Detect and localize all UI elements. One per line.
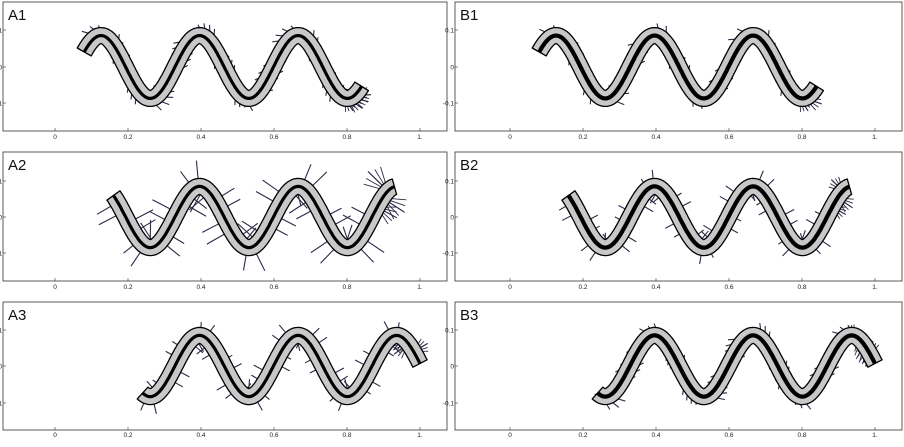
x-tick-label: 1.: [872, 284, 878, 291]
x-tick-label: 0.2: [123, 134, 132, 141]
y-tick-label: 0: [450, 363, 454, 370]
y-tick-label: 0.1: [0, 178, 2, 185]
x-tick-label: 0.6: [269, 284, 278, 291]
y-tick-label: -0.1: [0, 250, 2, 257]
y-tick-label: -0.1: [443, 400, 455, 407]
y-tick-label: 0: [0, 363, 2, 370]
x-tick-label: 1.: [417, 134, 423, 141]
x-tick-label: 0: [508, 284, 512, 291]
worm-spine: [82, 34, 363, 100]
x-tick-label: 0.8: [797, 284, 806, 291]
worm-body: [106, 177, 398, 257]
x-tick-label: 0.8: [342, 284, 351, 291]
x-tick-label: 0: [53, 284, 57, 291]
x-tick-label: 0: [53, 134, 57, 141]
x-tick-label: 0.8: [342, 134, 351, 141]
worm-spine: [141, 333, 422, 399]
x-tick-label: 0.6: [724, 432, 733, 439]
panel-label: B1: [460, 7, 478, 24]
y-tick-label: -0.1: [443, 100, 455, 107]
bristle-field: [96, 160, 407, 272]
panel-label: A2: [8, 157, 26, 174]
worm-spine: [596, 333, 877, 399]
x-tick-label: 0.8: [342, 432, 351, 439]
y-tick-label: 0.1: [0, 27, 2, 34]
x-tick-label: 0.2: [123, 432, 132, 439]
y-tick-label: 0.1: [445, 327, 454, 334]
x-tick-label: 0.6: [269, 134, 278, 141]
x-tick-label: 0.6: [724, 284, 733, 291]
x-tick-label: 0.4: [651, 134, 660, 141]
panel-b3: B3 0.1 0 -0.1 0 0.2 0.4 0.6 0.8 1.: [443, 301, 903, 439]
panel-b1: B1 0.1 0 -0.1 0 0.2 0.4 0.6 0.8 1.: [443, 1, 903, 141]
x-tick-label: 0: [508, 134, 512, 141]
panel-label: A3: [8, 307, 26, 324]
y-tick-label: 0.1: [445, 27, 454, 34]
x-tick-label: 0.4: [196, 432, 205, 439]
x-tick-label: 0.2: [578, 284, 587, 291]
x-tick-label: 1.: [417, 432, 423, 439]
x-tick-label: 1.: [872, 432, 878, 439]
y-tick-label: 0: [450, 214, 454, 221]
x-tick-label: 1.: [417, 284, 423, 291]
x-tick-label: 0.4: [196, 134, 205, 141]
worm-spine: [537, 33, 819, 101]
x-tick-label: 0: [508, 432, 512, 439]
y-tick-label: -0.1: [0, 100, 2, 107]
worm-body: [561, 177, 853, 257]
x-tick-label: 0.6: [724, 134, 733, 141]
y-tick-label: -0.1: [443, 250, 455, 257]
panel-label: B2: [460, 157, 478, 174]
panel-label: B3: [460, 307, 478, 324]
panel-a1: A1 0.1 0 -0.1 0 0.2 0.4 0.6 0.8 1.: [0, 1, 448, 141]
x-tick-label: 0.6: [269, 432, 278, 439]
x-tick-label: 0.4: [651, 284, 660, 291]
x-tick-label: 1.: [872, 134, 878, 141]
y-tick-label: 0.1: [0, 327, 2, 334]
x-tick-label: 0.2: [123, 284, 132, 291]
panel-a2: A2 0.1 0 -0.1 0 0.2 0.4 0.6 0.8 1.: [0, 151, 448, 291]
panel-b2: B2 0.1 0 -0.1 0 0.2 0.4 0.6 0.8 1.: [443, 151, 903, 291]
y-tick-label: 0: [0, 214, 2, 221]
x-tick-label: 0.4: [651, 432, 660, 439]
y-tick-label: 0: [0, 64, 2, 71]
x-tick-label: 0.2: [578, 432, 587, 439]
x-tick-label: 0.8: [797, 134, 806, 141]
panel-label: A1: [8, 7, 26, 24]
x-tick-label: 0.2: [578, 134, 587, 141]
worm-spine: [566, 184, 851, 250]
panel-a3: A3 0.1 0 -0.1 0 0.2 0.4 0.6 0.8 1.: [0, 301, 448, 439]
worm-spine: [112, 184, 396, 250]
x-tick-label: 0: [53, 432, 57, 439]
x-tick-label: 0.4: [196, 284, 205, 291]
y-tick-label: 0.1: [445, 178, 454, 185]
x-tick-label: 0.8: [797, 432, 806, 439]
y-tick-label: -0.1: [0, 400, 2, 407]
y-tick-label: 0: [450, 64, 454, 71]
